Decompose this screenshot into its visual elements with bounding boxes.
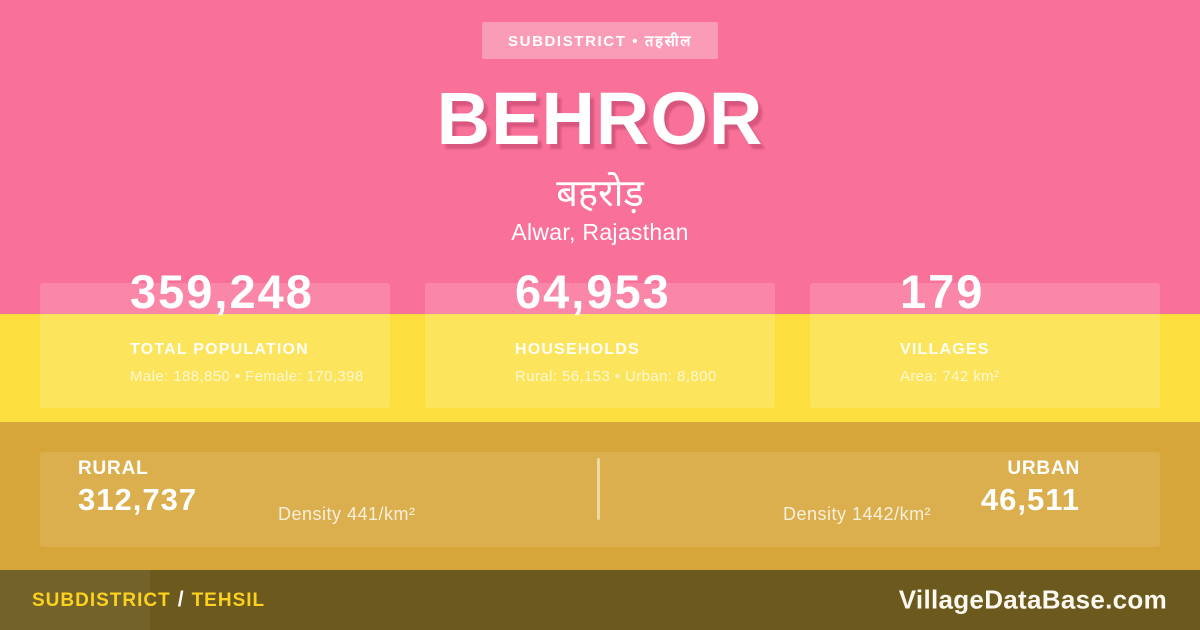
population-label: TOTAL POPULATION [130,341,309,358]
vertical-divider [597,458,600,520]
site-name: VillageDataBase.com [898,584,1167,615]
entity-type-badge: SUBDISTRICT • तहसील [482,22,718,59]
rural-label: RURAL [78,458,149,479]
villages-detail: Area: 742 km² [900,368,1000,385]
population-detail: Male: 188,850 • Female: 170,398 [130,368,364,385]
hero-band [0,0,1200,314]
page-title-native: बहरोड़ [556,171,644,215]
footer-type-separator: / [177,588,185,611]
breakdown-panel [40,452,1160,547]
stat-card-households: 64,953 HOUSEHOLDS Rural: 56,153 • Urban:… [425,268,775,408]
stat-card-villages: 179 VILLAGES Area: 742 km² [810,268,1160,408]
footer-type-secondary: TEHSIL [191,590,266,611]
urban-population: 46,511 [980,481,1080,517]
rural-population: 312,737 [78,481,198,517]
villages-value: 179 [900,265,985,318]
footer-bar: SUBDISTRICT / TEHSIL VillageDataBase.com [0,570,1200,630]
villages-label: VILLAGES [900,341,990,358]
urban-label: URBAN [1007,458,1080,479]
households-detail: Rural: 56,153 • Urban: 8,800 [515,368,717,385]
footer-accent-strip [0,570,150,630]
households-value: 64,953 [515,265,671,318]
page-title: BEHROR [436,77,764,160]
stat-card-population: 359,248 TOTAL POPULATION Male: 188,850 •… [40,268,390,408]
population-value: 359,248 [130,265,314,318]
urban-block: URBAN 46,511 [981,458,1080,516]
location-subtitle: Alwar, Rajasthan [511,219,689,245]
footer-type-primary: SUBDISTRICT [32,590,171,611]
footer-entity-type: SUBDISTRICT / TEHSIL [32,588,265,612]
rural-density: Density 441/km² [278,504,416,524]
households-label: HOUSEHOLDS [515,341,640,358]
breakdown-band: RURAL 312,737 Density 441/km² Density 14… [0,422,1200,570]
stats-band [0,314,1200,422]
rural-block: RURAL 312,737 [78,458,197,516]
urban-density: Density 1442/km² [783,504,932,524]
